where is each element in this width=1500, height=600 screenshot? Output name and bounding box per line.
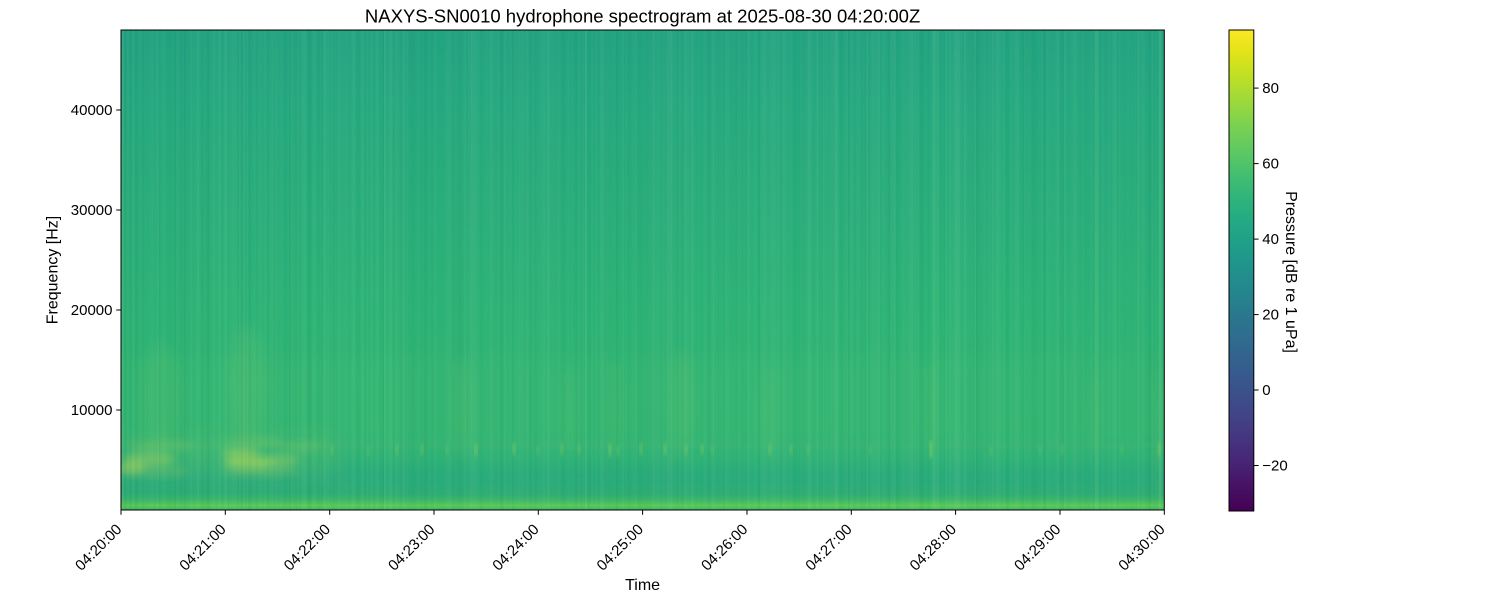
svg-text:Time: Time <box>625 577 660 594</box>
svg-text:Pressure [dB re 1 uPa]: Pressure [dB re 1 uPa] <box>1282 191 1299 353</box>
svg-text:04:22:00: 04:22:00 <box>281 521 334 574</box>
svg-text:40: 40 <box>1262 231 1279 248</box>
svg-text:10000: 10000 <box>71 402 113 419</box>
svg-text:04:21:00: 04:21:00 <box>176 521 229 574</box>
svg-text:Frequency [Hz]: Frequency [Hz] <box>45 216 62 324</box>
svg-text:20000: 20000 <box>71 302 113 319</box>
svg-text:30000: 30000 <box>71 202 113 219</box>
svg-text:40000: 40000 <box>71 102 113 119</box>
svg-text:04:23:00: 04:23:00 <box>385 521 438 574</box>
svg-text:04:26:00: 04:26:00 <box>698 521 751 574</box>
svg-text:60: 60 <box>1262 156 1279 173</box>
svg-text:04:30:00: 04:30:00 <box>1115 521 1168 574</box>
svg-text:04:24:00: 04:24:00 <box>489 521 542 574</box>
svg-text:04:29:00: 04:29:00 <box>1011 521 1064 574</box>
svg-text:80: 80 <box>1262 80 1279 97</box>
svg-text:20: 20 <box>1262 307 1279 324</box>
svg-text:04:25:00: 04:25:00 <box>594 521 647 574</box>
svg-text:−20: −20 <box>1262 458 1287 475</box>
svg-text:04:27:00: 04:27:00 <box>802 521 855 574</box>
svg-text:0: 0 <box>1262 382 1270 399</box>
svg-text:04:28:00: 04:28:00 <box>907 521 960 574</box>
svg-text:04:20:00: 04:20:00 <box>72 521 125 574</box>
svg-text:NAXYS-SN0010 hydrophone spectr: NAXYS-SN0010 hydrophone spectrogram at 2… <box>365 6 920 27</box>
